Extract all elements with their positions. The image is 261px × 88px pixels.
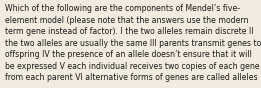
Text: be expressed V each individual receives two copies of each gene: be expressed V each individual receives …	[5, 62, 259, 71]
Text: term gene instead of factor). I the two alleles remain discrete II: term gene instead of factor). I the two …	[5, 27, 253, 36]
Text: Which of the following are the components of Mendel’s five-: Which of the following are the component…	[5, 4, 240, 13]
Text: the two alleles are usually the same III parents transmit genes to: the two alleles are usually the same III…	[5, 39, 261, 48]
Text: from each parent VI alternative forms of genes are called alleles: from each parent VI alternative forms of…	[5, 73, 257, 82]
Text: offspring IV the presence of an allele doesn’t ensure that it will: offspring IV the presence of an allele d…	[5, 50, 252, 59]
Text: element model (please note that the answers use the modern: element model (please note that the answ…	[5, 16, 248, 25]
